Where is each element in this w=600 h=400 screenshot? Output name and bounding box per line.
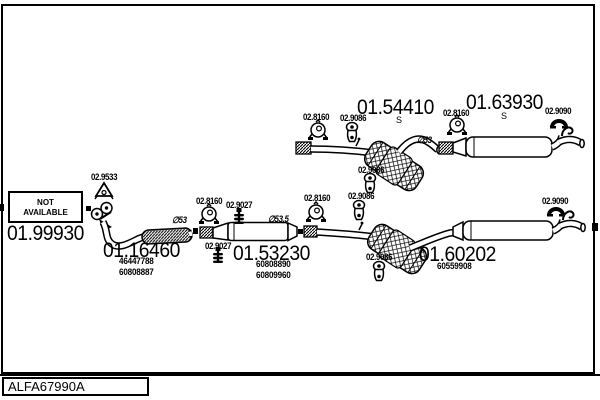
part-code-top-rear-muffler: 01.63930 — [466, 91, 543, 114]
triangle-hanger-icon — [94, 181, 114, 200]
part-code-rear-assembly: 01.60202 — [419, 243, 496, 266]
diameter-downpipe-outlet: ∅53 — [172, 215, 187, 225]
rear-top-tailpipe — [550, 126, 585, 151]
fitting-label-triangle-hanger: 02.9533 — [91, 172, 118, 182]
rear-bottom-inlet-cone — [452, 220, 464, 242]
center-pipe-body — [227, 221, 289, 242]
diameter-center-pipe: ∅53,5 — [268, 214, 289, 224]
fitting-label-spring-mid-upper: 02.9027 — [226, 200, 253, 210]
clamp-icon-bottom-rear — [306, 200, 326, 222]
fitting-label-clamp-top-front: 02.8160 — [303, 112, 330, 122]
tailpipe-hook — [561, 126, 574, 137]
drawing-frame — [1, 4, 595, 374]
fitting-label-hanger-bottom-tail: 02.9090 — [542, 196, 569, 206]
border-connector-marker — [0, 204, 4, 211]
rear-assembly-inlet-sleeve — [303, 225, 318, 238]
fitting-label-spring-mid-lower: 02.9027 — [205, 241, 232, 251]
oe-number-center-pipe-2: 60809960 — [256, 270, 291, 280]
oe-number-downpipe-1: 46447788 — [119, 256, 154, 266]
clamp-icons — [199, 113, 467, 224]
fitting-label-mount-top-muffler: 02.9086 — [358, 165, 385, 175]
mount-icon-top-muffler — [363, 172, 377, 194]
center-pipe-sleeve — [199, 226, 214, 239]
center-pipe-outlet-cone — [287, 221, 298, 242]
fitting-label-mount-bottom-muffler: 02.9086 — [366, 252, 393, 262]
clamp-icon-top-rear — [447, 113, 467, 135]
rear-bottom-tailpipe — [551, 210, 586, 235]
oe-number-center-pipe-1: 60808890 — [256, 259, 291, 269]
rear-top-inlet-cone — [452, 136, 467, 158]
center-pipe-inlet-cone — [212, 221, 229, 241]
fitting-label-hanger-top-tail: 02.9090 — [545, 106, 572, 116]
mount-icon-bottom-muffler — [372, 260, 386, 282]
top-center-muffler-body — [363, 140, 425, 192]
spring-kit-icons — [213, 208, 244, 263]
fitting-label-clamp-top-rear: 02.8160 — [443, 108, 470, 118]
connector-marker-right — [592, 223, 598, 231]
bottom-center-muffler-body — [366, 223, 428, 275]
rear-top-inlet-sleeve — [438, 141, 454, 155]
connector-marker-3 — [298, 229, 303, 234]
part-code-top-center-muffler: 01.54410 — [357, 96, 434, 119]
top-pipe-hanger-pin — [355, 139, 360, 147]
fitting-label-mount-top-front: 02.9086 — [340, 113, 367, 123]
drawing-code: ALFA67990A — [8, 379, 85, 394]
drawing-code-box: ALFA67990A — [2, 377, 149, 396]
hanger-icon-top-tail — [550, 119, 568, 129]
not-available-line2: AVAILABLE — [23, 208, 68, 217]
fitting-label-mount-bottom-front: 02.9086 — [348, 191, 375, 201]
not-available-line1: NOT — [37, 198, 54, 207]
oe-number-rear-assembly: 60559908 — [437, 261, 472, 271]
mount-icon-bottom-front — [352, 199, 366, 221]
not-available-box: NOT AVAILABLE — [8, 191, 83, 223]
variant-top-rear-muffler: S — [501, 111, 508, 121]
mount-icon-top-front — [345, 121, 359, 143]
part-code-front-pipe: 01.99930 — [7, 222, 84, 245]
clamp-icon-mid — [199, 202, 219, 224]
footer-divider — [0, 374, 600, 376]
part-code-downpipe: 01.16460 — [103, 239, 180, 262]
clamp-icon-top-front — [308, 118, 328, 140]
hanger-icon-bottom-tail — [547, 207, 565, 217]
rear-hanger-icons — [547, 119, 568, 217]
fitting-label-clamp-bottom-rear: 02.8160 — [304, 193, 331, 203]
variant-top-center-muffler: S — [396, 115, 403, 125]
bottom-pipe-hanger-pin — [358, 223, 363, 231]
top-inlet-sleeve — [295, 141, 312, 155]
rubber-mount-icons — [345, 121, 386, 282]
fitting-label-clamp-mid: 02.8160 — [196, 196, 223, 206]
diameter-top-tailpipe: ∅53 — [417, 135, 432, 145]
rear-top-muffler-body — [465, 136, 553, 158]
rear-bottom-muffler-body — [462, 220, 554, 241]
spring-icon-mid-upper — [234, 208, 244, 224]
connector-marker-2 — [193, 228, 198, 234]
part-code-center-pipe: 01.53230 — [233, 242, 310, 265]
downpipe-flange — [90, 201, 113, 221]
connector-marker-1 — [86, 206, 91, 211]
spring-icon-mid-lower — [213, 247, 223, 263]
oe-number-downpipe-2: 60808887 — [119, 267, 154, 277]
